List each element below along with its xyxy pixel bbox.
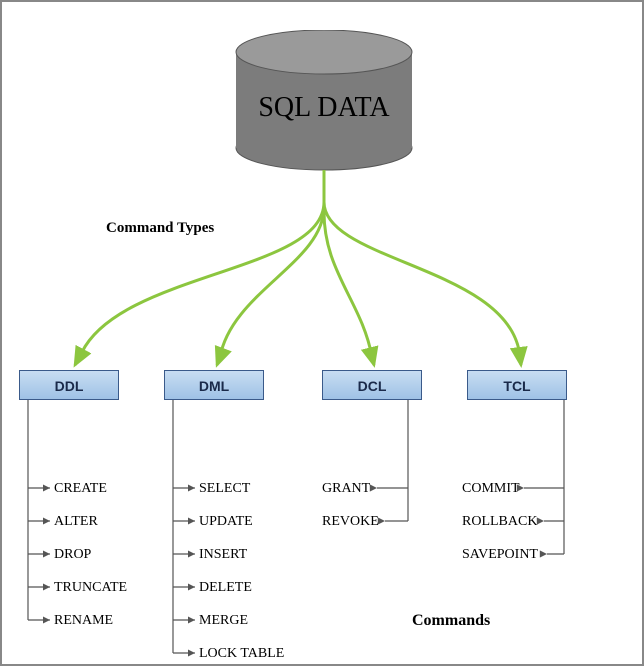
cmd-dml-5: LOCK TABLE	[199, 646, 284, 662]
cmd-dcl-1: REVOKE	[322, 514, 379, 530]
category-box-ddl: DDL	[19, 370, 119, 400]
category-box-dml: DML	[164, 370, 264, 400]
flow-arrow-3	[324, 170, 521, 365]
flow-arrow-2	[324, 170, 374, 365]
cmd-dcl-0: GRANT	[322, 481, 370, 497]
database-cylinder: SQL DATA	[234, 30, 414, 170]
cmd-tcl-2: SAVEPOINT	[462, 547, 538, 563]
category-box-tcl: TCL	[467, 370, 567, 400]
cmd-ddl-0: CREATE	[54, 481, 107, 497]
cmd-ddl-4: RENAME	[54, 613, 113, 629]
cmd-tcl-1: ROLLBACK	[462, 514, 537, 530]
cmd-tcl-0: COMMIT	[462, 481, 520, 497]
cmd-ddl-3: TRUNCATE	[54, 580, 127, 596]
cmd-ddl-2: DROP	[54, 547, 91, 563]
cmd-dml-2: INSERT	[199, 547, 247, 563]
cmd-ddl-1: ALTER	[54, 514, 98, 530]
cmd-dml-1: UPDATE	[199, 514, 253, 530]
cylinder-title: SQL DATA	[258, 92, 390, 123]
flow-arrow-0	[75, 170, 324, 365]
category-box-dcl: DCL	[322, 370, 422, 400]
flow-arrow-1	[217, 170, 324, 365]
cmd-dml-4: MERGE	[199, 613, 248, 629]
commands-label: Commands	[412, 612, 490, 630]
command-types-label: Command Types	[106, 220, 214, 237]
cmd-dml-3: DELETE	[199, 580, 252, 596]
cmd-dml-0: SELECT	[199, 481, 250, 497]
